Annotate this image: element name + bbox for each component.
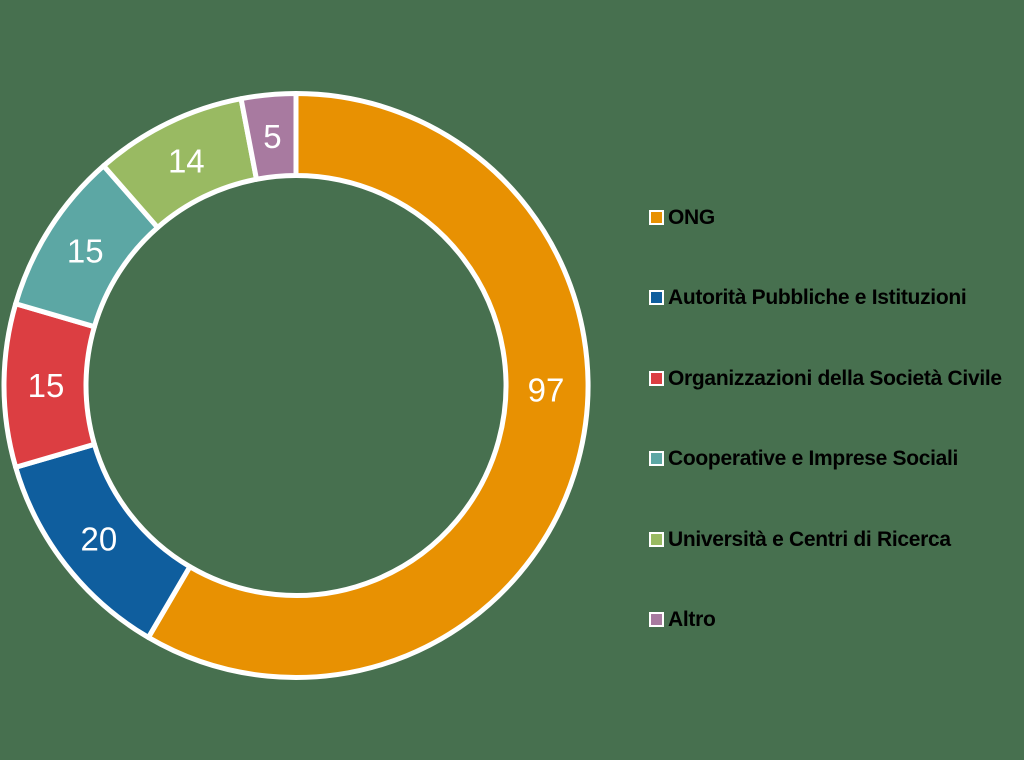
slice-value-label-cooperative-e-imprese-sociali: 15 bbox=[67, 233, 104, 270]
slice-value-label-autorita-pubbliche-e-istituzioni: 20 bbox=[81, 521, 118, 558]
legend-item-universita-e-centri-di-ricerca: Università e Centri di Ricerca bbox=[649, 499, 1002, 580]
legend-item-altro: Altro bbox=[649, 580, 1002, 661]
legend-swatch-altro bbox=[649, 612, 664, 628]
legend-label-organizzazioni-della-societa-civile: Organizzazioni della Società Civile bbox=[668, 366, 1002, 390]
legend-label-ong: ONG bbox=[668, 205, 715, 229]
legend-swatch-ong bbox=[649, 209, 664, 225]
legend-item-cooperative-e-imprese-sociali: Cooperative e Imprese Sociali bbox=[649, 419, 1002, 500]
legend-item-organizzazioni-della-societa-civile: Organizzazioni della Società Civile bbox=[649, 338, 1002, 419]
legend-label-cooperative-e-imprese-sociali: Cooperative e Imprese Sociali bbox=[668, 447, 959, 471]
slice-value-label-ong: 97 bbox=[528, 371, 565, 408]
donut-slice-ong bbox=[145, 91, 591, 680]
donut-slices bbox=[1, 91, 591, 680]
slice-value-label-universita-e-centri-di-ricerca: 14 bbox=[168, 142, 205, 179]
slice-value-label-organizzazioni-della-societa-civile: 15 bbox=[28, 367, 65, 404]
legend-label-altro: Altro bbox=[668, 608, 716, 632]
slice-value-label-altro: 5 bbox=[263, 118, 281, 155]
legend-swatch-autorita-pubbliche-e-istituzioni bbox=[649, 290, 664, 306]
legend-swatch-universita-e-centri-di-ricerca bbox=[649, 531, 664, 547]
legend-swatch-organizzazioni-della-societa-civile bbox=[649, 370, 664, 386]
chart-legend: ONG Autorità Pubbliche e Istituzioni Organ… bbox=[649, 177, 1002, 660]
donut-slice-labels: 97 20 15 15 14 5 bbox=[28, 118, 565, 558]
legend-label-universita-e-centri-di-ricerca: Università e Centri di Ricerca bbox=[668, 527, 951, 551]
legend-swatch-cooperative-e-imprese-sociali bbox=[649, 451, 664, 467]
legend-item-autorita-pubbliche-e-istituzioni: Autorità Pubbliche e Istituzioni bbox=[649, 258, 1002, 339]
legend-label-autorita-pubbliche-e-istituzioni: Autorità Pubbliche e Istituzioni bbox=[668, 286, 967, 310]
legend-item-ong: ONG bbox=[649, 177, 1002, 258]
donut-slice-altro bbox=[238, 91, 299, 182]
